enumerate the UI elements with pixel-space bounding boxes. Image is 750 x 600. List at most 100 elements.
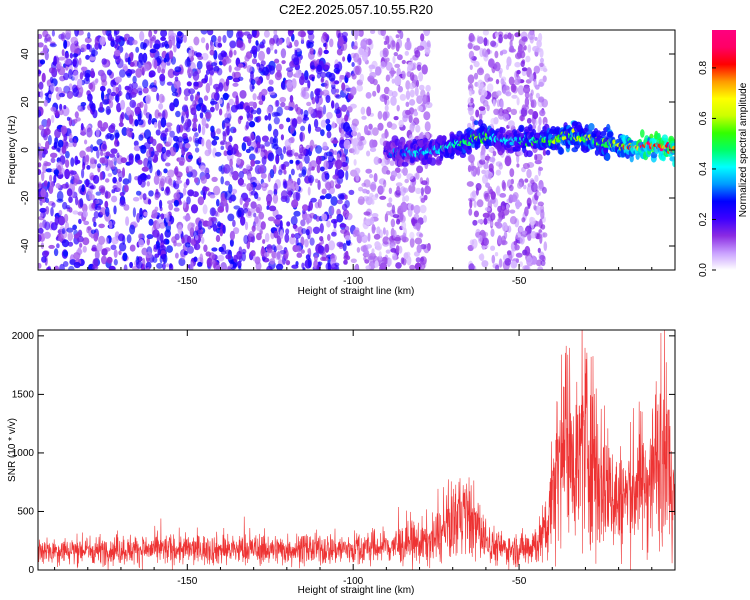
spectrogram-cell <box>357 196 365 206</box>
spectrogram-cell <box>466 181 474 187</box>
spectrogram-cell <box>135 261 143 269</box>
spectrogram-cell <box>207 30 214 36</box>
spectrogram-cell <box>279 229 284 240</box>
spectrogram-cell <box>77 85 84 96</box>
spectrogram-cell <box>287 30 293 37</box>
spectrogram-cell <box>251 134 256 141</box>
spectrogram-cell <box>283 169 287 175</box>
spectrogram-cell <box>319 71 327 78</box>
spectrogram-cell <box>112 176 117 184</box>
spectrogram-cell <box>483 217 488 225</box>
spectrogram-cell <box>139 101 144 108</box>
spectrogram-cell <box>246 65 253 73</box>
spectrogram-cell <box>119 200 126 207</box>
spectrogram-cell <box>508 76 515 86</box>
spectrogram-cell <box>282 146 287 155</box>
spectrogram-cell <box>42 219 47 229</box>
spectrogram-cell <box>366 106 372 117</box>
spectrogram-cell <box>325 118 331 125</box>
spectrogram-cell <box>54 215 59 226</box>
spectrogram-cell <box>248 101 256 107</box>
spectrogram-cell <box>293 210 301 217</box>
spectrogram-cell <box>271 111 279 118</box>
spectrogram-cell <box>291 118 298 127</box>
spectrogram-cell <box>101 79 108 87</box>
spectrogram-cell <box>205 42 209 51</box>
spectrogram-cell <box>386 202 393 208</box>
spectrogram-cell <box>168 50 174 60</box>
spectrogram-cell <box>500 78 505 85</box>
spectrogram-cell <box>228 259 235 265</box>
spectrogram-cell <box>187 68 194 77</box>
spectrogram-cell <box>313 118 319 129</box>
spectrogram-cell <box>484 51 489 58</box>
spectrogram-cell <box>216 128 221 135</box>
spectrogram-cell <box>380 61 386 69</box>
spectrogram-cell <box>53 265 60 270</box>
spectrogram-cell <box>478 113 483 121</box>
y-tick-label: 500 <box>17 506 34 517</box>
spectrogram-cell <box>344 194 348 200</box>
spectrogram-cell <box>267 172 271 183</box>
spectrogram-cell <box>527 233 532 241</box>
spectrogram-cell <box>536 191 541 197</box>
spectrogram-cell <box>122 178 130 185</box>
spectrogram-cell <box>198 156 202 164</box>
spectrogram-cell <box>225 108 232 118</box>
spectrogram-cell <box>295 245 302 253</box>
spectrogram-cell <box>213 185 221 196</box>
spectrogram-cell <box>188 88 196 95</box>
spectrogram-cell <box>294 232 301 239</box>
spectrogram-cell <box>538 78 545 87</box>
spectrogram-cell <box>366 150 371 157</box>
spectrogram-cell <box>393 52 398 57</box>
spectrogram-cell <box>421 180 428 186</box>
spectrogram-cell <box>336 213 344 223</box>
spectrogram-cell <box>470 165 475 171</box>
spectrogram-cell <box>137 159 143 165</box>
spectrogram-cell <box>146 237 150 246</box>
spectrogram-cell <box>122 252 128 262</box>
spectrogram-cell <box>280 190 288 200</box>
spectrogram-cell <box>260 221 266 230</box>
spectrogram-cell <box>62 106 70 117</box>
spectrogram-cell <box>118 177 123 182</box>
spectrogram-cell <box>478 83 486 93</box>
spectrogram-cell <box>329 38 334 48</box>
spectrogram-cell <box>517 85 525 96</box>
spectrogram-cell <box>38 33 43 40</box>
spectrogram-cell <box>384 104 389 112</box>
spectrogram-cell <box>415 124 421 133</box>
spectrogram-cell <box>493 108 500 116</box>
x-tick-label: -50 <box>512 276 527 287</box>
spectrogram-cell <box>336 199 343 205</box>
spectrogram-cell <box>190 204 199 214</box>
spectrogram-cell <box>533 204 537 211</box>
spectrogram-cell <box>53 141 58 149</box>
spectrogram-cell <box>375 242 382 251</box>
colorbar-ticks: 0.0 0.2 0.4 0.6 0.8 <box>698 61 716 277</box>
spectrogram-cell <box>420 33 425 42</box>
spectrogram-cell <box>206 257 213 268</box>
spectrogram-cell <box>397 85 403 93</box>
spectrogram-cell <box>540 224 546 230</box>
spectrogram-cell <box>394 75 402 86</box>
spectrogram-cell <box>184 95 189 101</box>
spectrogram-cell <box>295 159 301 165</box>
spectrogram-cell <box>94 205 102 211</box>
spectrogram-cell <box>395 182 403 187</box>
spectrogram-cell <box>175 171 183 178</box>
spectrogram-cell <box>116 58 124 69</box>
spectrogram-cell <box>84 139 88 145</box>
spectrogram-cell <box>126 234 132 244</box>
spectrogram-cell <box>153 30 158 35</box>
spectrogram-cell <box>70 157 75 167</box>
spectrogram-cell <box>228 196 233 204</box>
spectrogram-cell <box>50 106 57 112</box>
spectrogram-cell <box>377 110 383 120</box>
spectrogram-cell <box>482 30 489 36</box>
spectrogram-cell <box>369 66 373 73</box>
spectrogram-ridge-halo <box>526 150 533 158</box>
spectrogram-cell <box>543 241 548 252</box>
spectrogram-cell <box>214 210 218 217</box>
